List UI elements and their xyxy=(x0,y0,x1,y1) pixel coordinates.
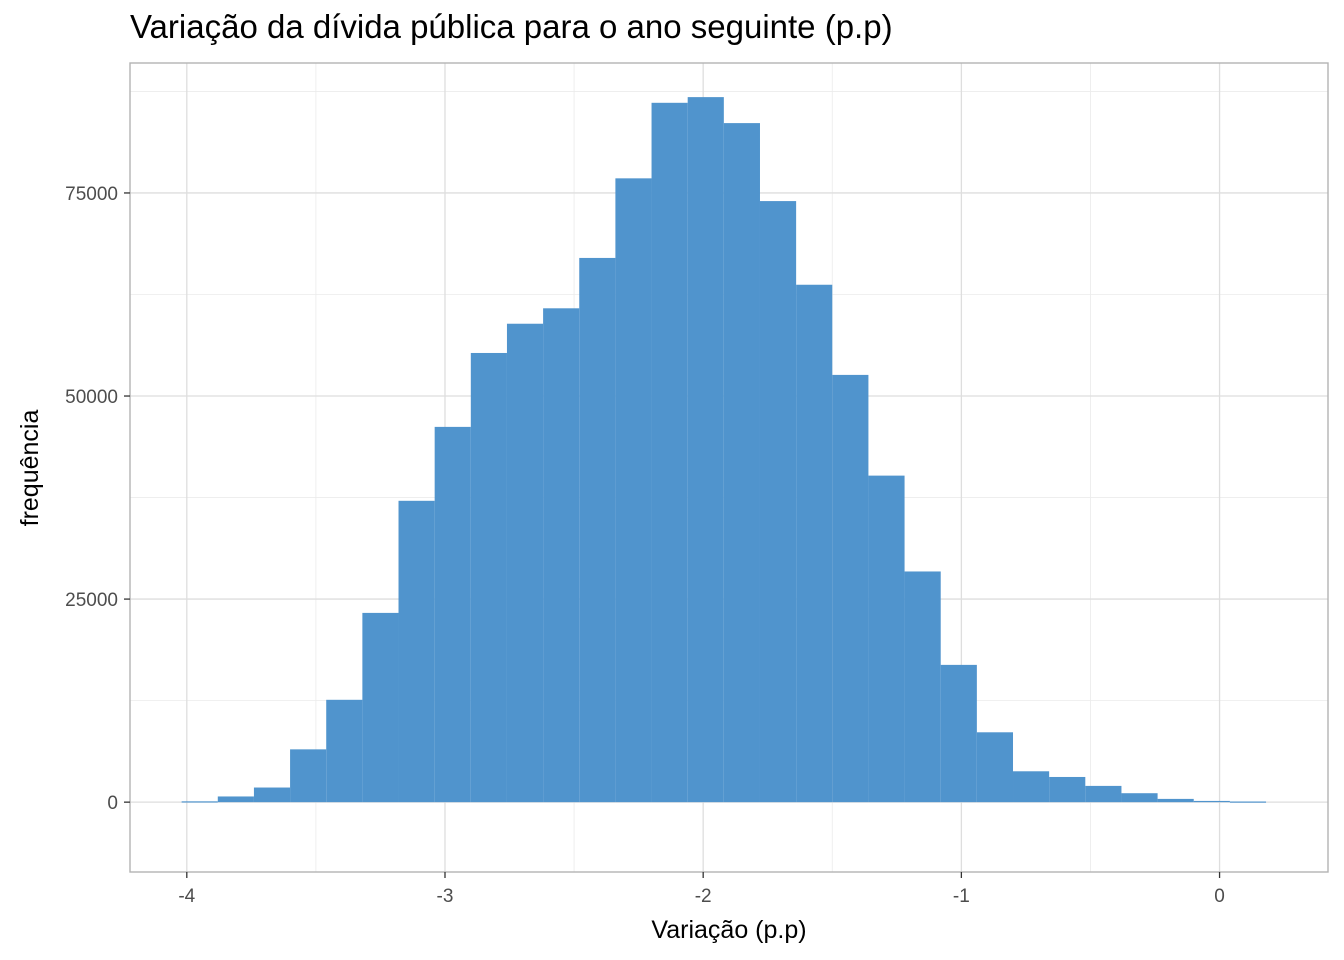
x-tick-label: 0 xyxy=(1214,886,1225,907)
histogram-bar xyxy=(506,323,544,803)
histogram-bar xyxy=(362,612,399,803)
histogram-bar xyxy=(290,749,327,803)
histogram-bar xyxy=(326,699,363,803)
histogram-bar xyxy=(615,178,652,803)
chart-title: Variação da dívida pública para o ano se… xyxy=(130,8,893,45)
y-axis: 0 25000 50000 75000 xyxy=(65,184,130,814)
y-tick-label: 50000 xyxy=(65,387,118,408)
histogram-bars xyxy=(181,97,1267,803)
histogram-bar xyxy=(543,308,580,803)
y-tick-label: 25000 xyxy=(65,590,118,611)
x-axis: -4 -3 -2 -1 0 xyxy=(178,872,1225,907)
histogram-bar xyxy=(181,801,218,803)
histogram-bar xyxy=(1121,793,1158,803)
plot-panel-border xyxy=(129,62,1329,873)
histogram-bar xyxy=(1085,785,1122,803)
histogram-bar xyxy=(1229,801,1267,803)
histogram-bar xyxy=(687,97,724,803)
histogram-bar xyxy=(651,102,688,803)
histogram-bar xyxy=(253,787,291,803)
histogram-bar xyxy=(398,500,435,803)
histogram-bar xyxy=(976,732,1014,803)
histogram-bar xyxy=(217,796,254,803)
histogram-bar xyxy=(470,352,507,803)
histogram-bar xyxy=(434,426,471,803)
histogram-bar xyxy=(940,664,977,803)
x-axis-title: Variação (p.p) xyxy=(651,916,806,944)
histogram-bar xyxy=(1049,776,1086,803)
histogram-bar xyxy=(904,571,941,803)
histogram-bar xyxy=(723,123,760,803)
histogram-bar xyxy=(1157,798,1194,803)
histogram-bar xyxy=(579,257,616,803)
x-tick-label: -4 xyxy=(178,886,195,907)
histogram-bar xyxy=(868,475,905,803)
histogram-bar xyxy=(759,201,797,803)
x-tick-label: -1 xyxy=(953,886,970,907)
x-tick-label: -3 xyxy=(437,886,454,907)
y-axis-title: frequência xyxy=(16,410,44,527)
y-tick-label: 75000 xyxy=(65,184,118,205)
x-tick-label: -2 xyxy=(695,886,712,907)
histogram-bar xyxy=(796,284,833,803)
histogram-bar xyxy=(1013,771,1050,803)
histogram-bar xyxy=(1193,800,1230,803)
histogram-bar xyxy=(832,374,869,803)
y-tick-label: 0 xyxy=(107,793,118,814)
